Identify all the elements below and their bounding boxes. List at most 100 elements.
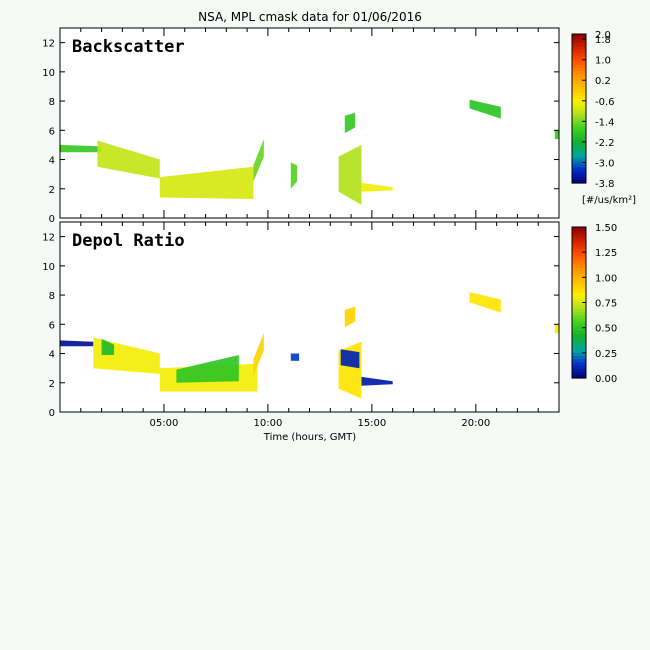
backscatter-colorbar-segment: [572, 105, 586, 110]
backscatter-colorbar-segment: [572, 167, 586, 172]
depol-colorbar-segment: [572, 293, 586, 297]
depol-colorbar-segment: [572, 277, 586, 282]
depol-colorbar-segment: [572, 264, 586, 269]
backscatter-colorbar-segment: [572, 65, 586, 69]
depol-colorbar-segment: [572, 283, 586, 288]
depol-colorbar-segment: [572, 274, 586, 278]
depol-panel-label: Depol Ratio: [72, 231, 185, 251]
backscatter-colorbar-tick-label: -3.0: [595, 158, 615, 169]
backscatter-colorbar-segment: [572, 170, 586, 175]
x-axis-title: Time (hours, GMT): [263, 432, 357, 443]
depol-colorbar-segment: [572, 374, 586, 379]
backscatter-colorbar-segment: [572, 133, 586, 138]
depol-cloud-region: [101, 338, 115, 355]
depol-colorbar-segment: [572, 305, 586, 310]
backscatter-colorbar-segment: [572, 179, 586, 184]
depol-colorbar-segment: [572, 346, 586, 351]
backscatter-colorbar-segment: [572, 108, 586, 113]
backscatter-colorbar-segment: [572, 89, 586, 94]
backscatter-colorbar-segment: [572, 114, 586, 119]
depol-colorbar-segment: [572, 230, 586, 234]
backscatter-y-tick-label: 2: [49, 185, 55, 196]
depol-y-tick-label: 10: [42, 262, 55, 273]
backscatter-colorbar: 2.01.8 1.0 0.2 -0.6 -1.4 -2.2 -3.0 -3.8: [571, 30, 615, 190]
backscatter-y-tick-label: 8: [49, 97, 55, 108]
backscatter-colorbar-segment: [572, 102, 586, 106]
depol-colorbar-segment: [572, 355, 586, 360]
backscatter-colorbar-unit: [#/us/km²]: [582, 195, 636, 206]
backscatter-cloud-region: [253, 139, 264, 182]
depol-colorbar-segment: [572, 227, 586, 231]
depol-colorbar-segment: [572, 245, 586, 250]
backscatter-colorbar-segment: [572, 127, 586, 131]
backscatter-colorbar-segment: [572, 92, 586, 97]
depol-colorbar-segment: [572, 340, 586, 344]
depol-colorbar-segment: [572, 267, 586, 272]
depol-colorbar-segment: [572, 330, 586, 335]
depol-colorbar-segment: [572, 302, 586, 307]
backscatter-colorbar-segment: [572, 176, 586, 181]
backscatter-cloud-region: [60, 144, 102, 153]
depol-colorbar-segment: [572, 368, 586, 373]
backscatter-colorbar-segment: [572, 96, 586, 100]
backscatter-colorbar-segment: [572, 99, 586, 103]
depol-colorbar-segment: [572, 236, 586, 241]
backscatter-y-tick-label: 10: [42, 68, 55, 79]
backscatter-colorbar-tick-label: -1.4: [595, 117, 615, 128]
x-tick-label: 15:00: [357, 418, 386, 429]
depol-x-axis: 05:00 10:00 15:00 20:00: [80, 222, 539, 429]
depol-colorbar-segment: [572, 255, 586, 260]
depol-cloud-region: [253, 333, 264, 376]
backscatter-colorbar-segment: [572, 43, 586, 48]
depol-cloud-region: [60, 340, 94, 347]
depol-colorbar-segment: [572, 315, 586, 319]
backscatter-cloud-region: [361, 182, 393, 192]
backscatter-cloud-region: [159, 166, 254, 199]
x-tick-label: 20:00: [461, 418, 490, 429]
backscatter-plot-area: [60, 28, 559, 218]
depol-colorbar-segment: [572, 280, 586, 285]
backscatter-colorbar-segment: [572, 80, 586, 85]
depol-colorbar-segment: [572, 261, 586, 266]
depol-colorbar-segment: [572, 337, 586, 341]
depol-colorbar-segment: [572, 308, 586, 313]
depol-colorbar-segment: [572, 289, 586, 294]
depol-colorbar-segment: [572, 299, 586, 304]
backscatter-panel-label: Backscatter: [72, 37, 185, 57]
depol-y-tick-label: 8: [49, 291, 55, 302]
backscatter-colorbar-segment: [572, 37, 586, 41]
backscatter-y-tick-label: 4: [49, 156, 55, 167]
depol-cloud-region: [361, 376, 393, 386]
backscatter-colorbar-tick-label: 1.0: [595, 56, 611, 67]
backscatter-cloud-region: [290, 162, 297, 189]
depol-colorbar-tick-label: 0.00: [595, 374, 617, 385]
x-tick-label: 05:00: [150, 418, 179, 429]
figure-title: NSA, MPL cmask data for 01/06/2016: [198, 10, 422, 24]
backscatter-y-tick-label: 12: [42, 39, 55, 50]
depol-colorbar-tick-label: 0.50: [595, 324, 617, 335]
backscatter-colorbar-segment: [572, 40, 586, 44]
depol-colorbar-segment: [572, 343, 586, 348]
backscatter-colorbar-segment: [572, 117, 586, 122]
depol-colorbar-segment: [572, 311, 586, 316]
depol-cloud-layer: [60, 292, 559, 399]
depol-colorbar-segment: [572, 242, 586, 247]
backscatter-cloud-region: [554, 130, 559, 140]
backscatter-colorbar-segment: [572, 148, 586, 153]
depol-colorbar-tick-label: 1.00: [595, 273, 617, 284]
depol-cloud-region: [290, 353, 300, 361]
backscatter-colorbar-segment: [572, 46, 586, 51]
depol-colorbar-segment: [572, 352, 586, 357]
backscatter-x-ticks: [80, 28, 539, 218]
backscatter-colorbar-segment: [572, 61, 586, 66]
depol-colorbar-segment: [572, 321, 586, 326]
backscatter-colorbar-segment: [572, 164, 586, 169]
depol-cloud-region: [469, 292, 501, 313]
depol-colorbar-segment: [572, 349, 586, 354]
backscatter-cloud-region: [338, 144, 362, 205]
backscatter-colorbar-segment: [572, 52, 586, 57]
depol-panel: 0 2 4 6 8 10 12 05:00 10:00 15:00 20:00 Depol Rat…: [42, 221, 617, 443]
backscatter-colorbar-segment: [572, 34, 586, 38]
backscatter-colorbar-tick-label: -3.8: [595, 179, 615, 190]
